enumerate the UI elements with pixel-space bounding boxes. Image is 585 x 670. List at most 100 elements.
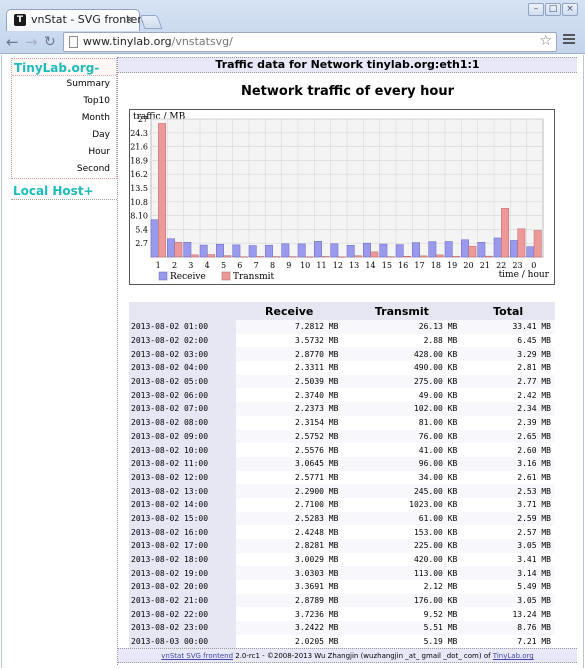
cell-total: 3.71 MB <box>461 497 555 512</box>
bar-receive <box>395 244 404 258</box>
bar-transmit <box>484 255 493 258</box>
cell-time: 2013-08-02 18:00 <box>129 552 236 567</box>
table-row: 2013-08-02 20:00 3.3691 MB 2.12 MB 5.49 MB <box>129 580 555 594</box>
sidebar: TinyLab.org- Summary Top10 Month Day Hou… <box>11 58 117 200</box>
back-arrow-icon[interactable]: ← <box>6 33 19 51</box>
sidebar-local-host[interactable]: Local Host+ <box>11 182 117 199</box>
bar-receive <box>493 237 502 258</box>
table-row: 2013-08-02 02:00 3.5732 MB 2.88 MB 6.45 MB <box>129 333 555 348</box>
bar-receive <box>330 243 339 258</box>
sidebar-item-hour[interactable]: Hour <box>88 147 110 157</box>
table-row: 2013-08-02 05:00 2.5039 MB 275.00 KB 2.77 M… <box>129 374 555 389</box>
page-title: Network traffic of every hour <box>240 84 455 99</box>
sidebar-item-top10[interactable]: Top10 <box>83 96 110 106</box>
table-row: 2013-08-02 07:00 2.2373 MB 102.00 KB 2.34 M… <box>129 402 555 416</box>
bar-receive <box>167 238 175 258</box>
browser-toolbar: ← → ↻ www.tinylab.org/vnstatsvg/ ☆ <box>0 31 585 55</box>
page-footer: vnStat SVG frontend 2.0-rc1 - ©2008-2013… <box>118 648 577 663</box>
bar-transmit <box>403 255 411 258</box>
footer-vnstat-link[interactable]: vnStat SVG frontend <box>161 652 234 660</box>
cell-transmit: 9.52 MB <box>342 607 462 622</box>
tab-close-icon[interactable]: × <box>124 13 134 26</box>
cell-transmit: 102.00 KB <box>342 402 462 416</box>
cell-time: 2013-08-02 12:00 <box>129 470 236 485</box>
cell-transmit: 5.51 MB <box>342 621 462 635</box>
bar-receive <box>314 241 322 258</box>
cell-total: 6.45 MB <box>461 333 555 348</box>
cell-receive: 2.3154 MB <box>236 415 343 430</box>
sidebar-item-second[interactable]: Second <box>76 164 110 174</box>
header-transmit: Transmit <box>342 302 462 320</box>
cell-total: 3.29 MB <box>461 347 555 362</box>
cell-receive: 2.0205 MB <box>236 634 343 649</box>
cell-transmit: 96.00 KB <box>342 456 462 471</box>
bar-transmit <box>207 254 215 258</box>
y-tick-label: 18.9 <box>130 156 148 165</box>
cell-time: 2013-08-02 10:00 <box>129 443 236 457</box>
cell-time: 2013-08-02 03:00 <box>129 347 236 362</box>
cell-transmit: 176.00 KB <box>342 593 462 608</box>
cell-transmit: 428.00 KB <box>342 347 462 362</box>
browser-window-frame: T vnStat - SVG frontend × – □ × ← → ↻ ww… <box>0 0 585 54</box>
cell-receive: 3.2422 MB <box>236 621 343 635</box>
window-minimize-button[interactable]: – <box>528 3 544 16</box>
bar-transmit <box>256 256 264 258</box>
sidebar-item-day[interactable]: Day <box>92 130 110 140</box>
forward-arrow-icon[interactable]: → <box>25 33 38 51</box>
y-tick-label: 8.10 <box>130 212 148 221</box>
address-bar[interactable]: www.tinylab.org/vnstatsvg/ ☆ <box>63 32 557 52</box>
cell-receive: 2.5752 MB <box>236 429 343 444</box>
table-row: 2013-08-02 06:00 2.3740 MB 49.00 KB 2.42 MB <box>129 388 555 403</box>
cell-total: 2.81 MB <box>461 361 555 375</box>
cell-transmit: 76.00 KB <box>342 429 462 444</box>
footer-tinylab-link[interactable]: TinyLab.org <box>492 652 534 660</box>
cell-receive: 3.3691 MB <box>236 580 343 594</box>
page-icon <box>69 36 78 48</box>
bookmark-star-icon[interactable]: ☆ <box>539 33 552 49</box>
url-text[interactable]: www.tinylab.org/vnstatsvg/ <box>83 35 233 48</box>
header-receive: Receive <box>236 302 343 320</box>
table-row: 2013-08-02 10:00 2.5576 MB 41.00 KB 2.60 MB <box>129 443 555 457</box>
bar-transmit <box>517 228 526 258</box>
cell-time: 2013-08-02 06:00 <box>129 388 236 403</box>
table-row: 2013-08-02 04:00 2.3311 MB 490.00 KB 2.81 M… <box>129 361 555 375</box>
cell-total: 3.16 MB <box>461 456 555 471</box>
bar-transmit <box>190 254 199 258</box>
legend-transmit-label: Transmit <box>233 272 274 282</box>
sidebar-item-summary[interactable]: Summary <box>66 79 111 89</box>
menu-icon[interactable] <box>563 34 575 46</box>
table-row: 2013-08-02 15:00 2.5283 MB 61.00 KB 2.59 MB <box>129 511 555 526</box>
table-header-row: Receive Transmit Total <box>129 302 555 320</box>
table-row: 2013-08-02 12:00 2.5771 MB 34.00 KB 2.61 MB <box>129 470 555 485</box>
header-total: Total <box>461 302 555 320</box>
bar-transmit <box>501 208 509 258</box>
tab-favicon-icon: T <box>14 14 26 26</box>
window-close-button[interactable]: × <box>562 3 578 16</box>
chart-x-ticks: 1 2 3 4 5 6 7 8 9 10 11 12 13 14 15 16 17 18 19 20 21 22 23 0 <box>156 261 537 270</box>
browser-tab[interactable]: T vnStat - SVG frontend × <box>6 9 151 31</box>
window-maximize-button[interactable]: □ <box>545 3 561 16</box>
table-row: 2013-08-02 22:00 3.7236 MB 9.52 MB 13.24 MB <box>129 607 555 622</box>
x-tick-label: 7 <box>254 261 259 270</box>
reload-icon[interactable]: ↻ <box>44 34 56 50</box>
cell-receive: 2.7100 MB <box>236 497 343 512</box>
page-viewport: TinyLab.org- Summary Top10 Month Day Hou… <box>1 55 584 668</box>
sidebar-item-month[interactable]: Month <box>81 113 110 123</box>
cell-receive: 3.0029 MB <box>236 552 343 567</box>
url-path: /vnstatsvg/ <box>171 35 233 48</box>
bar-transmit <box>239 256 248 258</box>
x-tick-label: 1 <box>156 261 161 270</box>
bar-transmit <box>158 123 166 258</box>
legend-transmit-swatch <box>221 271 231 281</box>
y-tick-label: 5.4 <box>135 225 148 234</box>
footer-text: 2.0-rc1 - ©2008-2013 Wu Zhangjin (wuzhan… <box>233 652 493 660</box>
sidebar-group-title[interactable]: TinyLab.org- <box>12 59 116 76</box>
chart-bars <box>150 123 542 258</box>
table-row: 2013-08-02 18:00 3.0029 MB 420.00 KB 3.41 M… <box>129 552 555 567</box>
cell-receive: 2.5283 MB <box>236 511 343 526</box>
page-header: Traffic data for Network tinylab.org:eth… <box>118 57 577 73</box>
new-tab-button[interactable] <box>139 15 163 29</box>
table-row: 2013-08-02 23:00 3.2422 MB 5.51 MB 8.76 MB <box>129 621 555 635</box>
cell-receive: 2.3311 MB <box>236 361 343 375</box>
x-tick-label: 21 <box>480 261 490 270</box>
